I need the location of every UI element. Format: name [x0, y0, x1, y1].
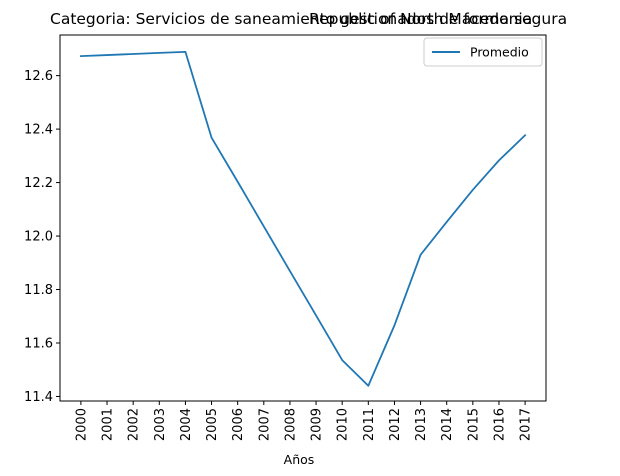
- chart-title-left: Categoria: Servicios de saneamiento gest…: [50, 10, 567, 28]
- x-tick-label: 2000: [74, 408, 89, 441]
- x-tick-label: 2017: [519, 408, 534, 441]
- legend: Promedio: [423, 37, 543, 67]
- chart-title-right: Republic of North Macedonia: [309, 10, 532, 28]
- x-tick-label: 2002: [127, 408, 142, 441]
- x-tick-label: 2008: [283, 408, 298, 441]
- x-tick-label: 2013: [414, 408, 429, 441]
- x-tick-label: 2010: [336, 408, 351, 441]
- y-tick-label: 11.6: [24, 336, 53, 351]
- y-tick-label: 12.4: [24, 123, 53, 138]
- x-tick-label: 2009: [310, 408, 325, 441]
- series-line-promedio: [79, 50, 527, 387]
- x-tick-label: 2014: [440, 408, 455, 441]
- series-layer: [79, 50, 527, 387]
- x-tick-label: 2016: [492, 408, 507, 441]
- y-tick-label: 11.4: [24, 390, 53, 405]
- y-tick-label: 12.0: [24, 230, 53, 245]
- y-axis: 11.4 11.6 11.8 12.0 12.2 12.4 12.6: [24, 69, 60, 405]
- legend-label-promedio: Promedio: [470, 45, 529, 60]
- x-tick-label: 2003: [153, 408, 168, 441]
- y-tick-label: 11.8: [24, 283, 53, 298]
- legend-frame: [423, 37, 543, 67]
- x-tick-label: 2001: [101, 408, 116, 441]
- y-tick-label: 12.6: [24, 69, 53, 84]
- y-tick-label: 12.2: [24, 176, 53, 191]
- x-axis: 2000 2001 2002 2003 2004 2005 2006 2007 2008 2009…: [74, 401, 534, 441]
- x-tick-label: 2015: [466, 408, 481, 441]
- x-tick-label: 2012: [388, 408, 403, 441]
- x-tick-label: 2005: [205, 408, 220, 441]
- x-tick-label: 2011: [362, 408, 377, 441]
- x-tick-label: 2006: [231, 408, 246, 441]
- x-tick-label: 2007: [257, 408, 272, 441]
- x-tick-label: 2004: [179, 408, 194, 441]
- x-axis-label: Años: [284, 452, 315, 467]
- plot-area-frame: [59, 34, 547, 402]
